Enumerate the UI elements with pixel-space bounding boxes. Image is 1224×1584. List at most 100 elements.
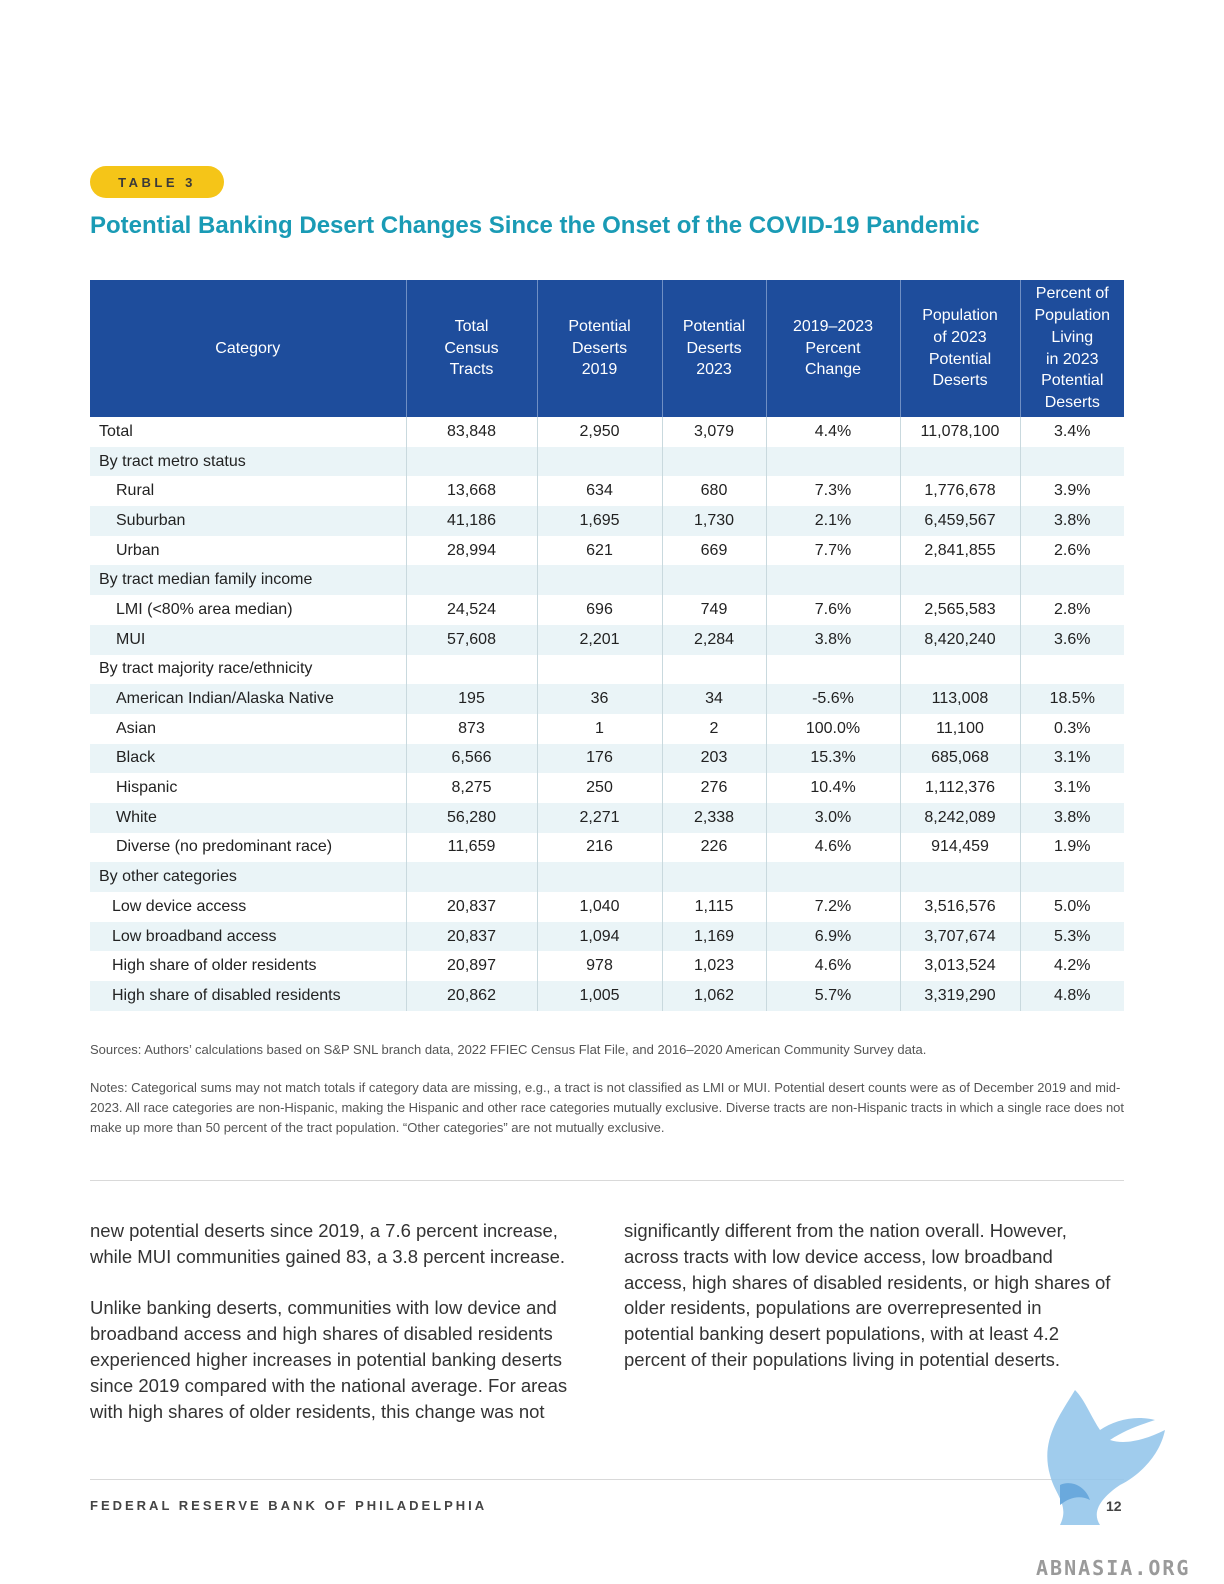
body-column-right: significantly different from the nation … [624,1218,1114,1399]
table-row: American Indian/Alaska Native 195 36 34 -5.6… [90,684,1124,714]
table-cell: 1,169 [661,921,766,952]
column-header-line: Population [922,306,998,324]
table-cell: 3.8% [765,624,900,655]
table-row: Low device access 20,837 1,040 1,115 7.2% 3,5… [90,892,1124,922]
page-number: 12 [1106,1498,1122,1514]
column-header-line: Potential [568,317,631,335]
row-label: By tract metro status [90,446,406,477]
table-row: White 56,280 2,271 2,338 3.0% 8,242,089 3.8% [90,802,1124,833]
table-group-row: By tract metro status [90,446,1124,477]
table-cell: 41,186 [405,506,537,536]
table-cell: 83,848 [405,417,537,447]
column-header-line: Potential [682,317,746,335]
table-cell: 2.1% [765,506,900,536]
table-cell: 250 [536,773,662,803]
table-row: Hispanic 8,275 250 276 10.4% 1,112,376 3.1% [90,773,1124,803]
table-cell [1019,654,1124,685]
column-header-line: 2019–2023 [792,317,874,335]
column-header-line: Deserts [686,339,742,357]
table-cell: 978 [536,951,662,982]
table-cell [405,862,537,892]
table-cell: 20,897 [405,951,537,982]
data-table: Category Total Census Tracts Potential Desert… [90,280,1124,1011]
table-cell [899,654,1020,685]
table-cell: 11,078,100 [899,417,1020,447]
row-label: Suburban [90,506,406,536]
table-cell [899,862,1020,892]
table-cell: 2,338 [661,802,766,833]
table-cell: 8,275 [405,773,537,803]
row-label: Low broadband access [90,921,406,952]
table-cell: 1,112,376 [899,773,1020,803]
table-cell: 1,730 [661,506,766,536]
table-cell [536,446,662,477]
footer-divider [90,1479,1124,1480]
table-cell: 873 [405,713,537,744]
column-header: 2019–2023 Percent Change [765,280,900,417]
table-cell: 2,284 [661,624,766,655]
table-cell: 680 [661,476,766,507]
table-row: Urban 28,994 621 669 7.7% 2,841,855 2.6% [90,535,1124,566]
watermark-text: ABNASIA.ORG [1036,1556,1191,1580]
column-header-line: Category [215,339,281,357]
table-row: Asian 873 1 2 100.0% 11,100 0.3% [90,713,1124,744]
griffin-logo-icon [1047,1390,1165,1525]
column-header-line: Deserts [571,339,628,357]
table-cell [405,654,537,685]
column-header-line: in 2023 [1046,350,1099,368]
row-label: Black [90,743,406,774]
table-cell: 4.6% [765,832,900,863]
table-cell: 2,841,855 [899,535,1020,566]
table-cell: 1,776,678 [899,476,1020,507]
table-cell: 100.0% [765,713,900,744]
table-cell: 1.9% [1019,832,1124,863]
table-cell: 8,242,089 [899,802,1020,833]
table-cell [661,862,766,892]
table-cell: 7.3% [765,476,900,507]
table-cell: 3.0% [765,802,900,833]
row-label: By tract majority race/ethnicity [99,660,313,678]
table-cell: 2,950 [536,417,662,447]
body-paragraph: new potential deserts since 2019, a 7.6 … [90,1220,566,1267]
table-cell: 7.6% [765,595,900,625]
table-cell [1019,446,1124,477]
table-cell: 669 [661,535,766,566]
table-cell: 20,837 [405,921,537,952]
table-cell: 1 [536,713,662,744]
table-group-row: By tract majority race/ethnicity [90,654,1124,685]
table-cell: 113,008 [899,684,1020,714]
row-label: White [90,802,406,833]
column-header-line: Change [804,361,862,379]
table-row: Black 6,566 176 203 15.3% 685,068 3.1% [90,743,1124,774]
table-cell: 8,420,240 [899,624,1020,655]
row-label: Urban [116,541,160,559]
table-cell: 3,013,524 [899,951,1020,982]
row-label: American Indian/Alaska Native [90,684,406,714]
table-cell: 1,062 [661,981,766,1011]
table-cell: 1,005 [536,981,662,1011]
table-cell: 216 [536,832,662,863]
table-cell: 5.0% [1019,892,1124,922]
body-paragraph: significantly different from the nation … [624,1220,1111,1370]
column-header: Potential Deserts 2023 [661,280,766,417]
column-header: Potential Deserts 2019 [536,280,662,417]
column-header: Category [90,280,406,417]
table-cell: 6.9% [765,921,900,952]
table-cell: 10.4% [765,773,900,803]
table-cell [899,446,1020,477]
table-cell [536,862,662,892]
table-cell: 696 [536,595,662,625]
table-cell [765,862,900,892]
table-cell: 1,023 [661,951,766,982]
table-cell: 685,068 [899,743,1020,774]
table-cell: 1,695 [536,506,662,536]
table-cell: 0.3% [1019,713,1124,744]
row-label: Diverse (no predominant race) [116,838,333,856]
row-label: LMI (<80% area median) [116,600,293,618]
table-cell: 2 [661,713,766,744]
table-cell: 3.1% [1019,743,1124,774]
table-cell: 2.6% [1019,535,1124,566]
table-cell [661,565,766,596]
table-cell: 57,608 [405,624,537,655]
table-row: Diverse (no predominant race) 11,659 216 22… [90,832,1124,863]
